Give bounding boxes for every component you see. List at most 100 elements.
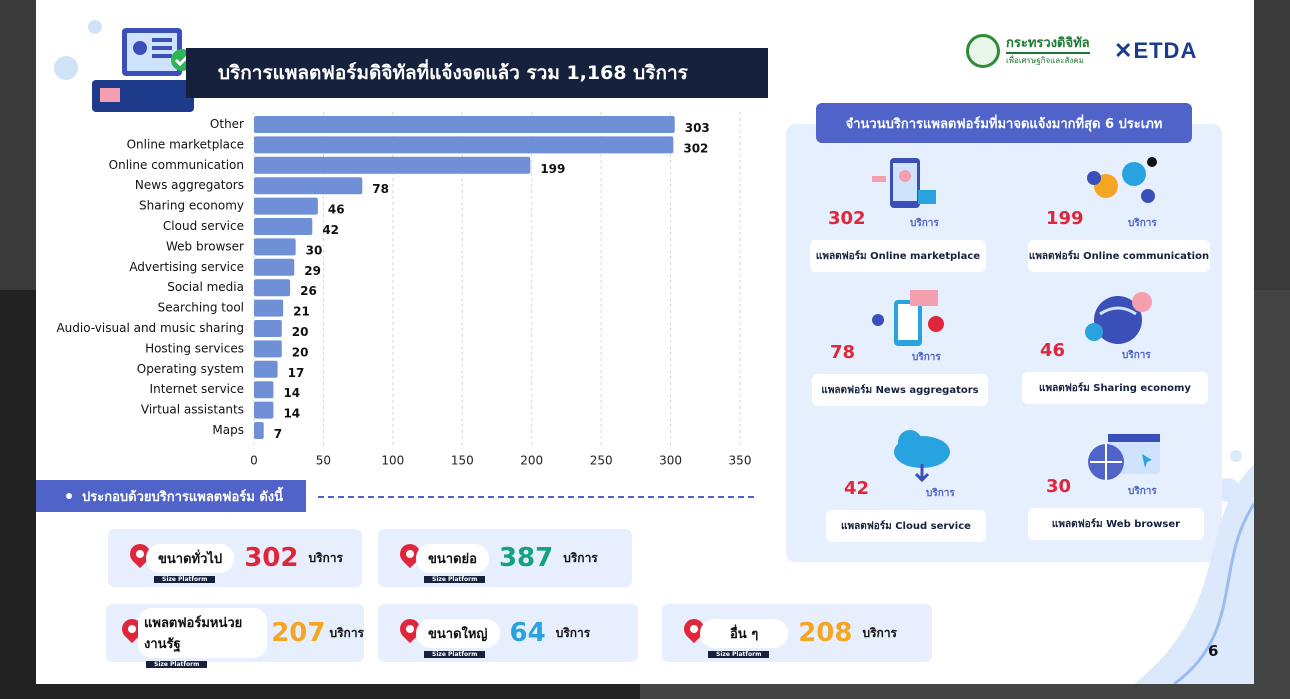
category-label: Sharing economy [139, 199, 244, 213]
globe-people-icon [1085, 292, 1152, 344]
value-label: 302 [683, 141, 708, 155]
location-pin-icon [130, 544, 150, 572]
stat-label: แพลตฟอร์มหน่วยงานรัฐ Size Platform [138, 608, 268, 668]
tile-online-marketplace: 302 บริการ แพลตฟอร์ม Online marketplace [810, 156, 1000, 286]
ministry-logo: กระทรวงดิจิทัล เพื่อเศรษฐกิจและสังคม [966, 34, 1090, 68]
tile-unit: บริการ [1128, 218, 1157, 229]
bar [254, 197, 318, 215]
cloud-icon [894, 430, 950, 483]
ministry-seal-icon [966, 34, 1000, 68]
category-label: Cloud service [163, 219, 244, 233]
category-label: Online communication [109, 158, 244, 172]
section-label: ประกอบด้วยบริการแพลตฟอร์ม ดังนี้ [82, 489, 284, 505]
value-label: 26 [300, 284, 317, 298]
location-pin-icon [400, 619, 420, 647]
stat-value: 64 [509, 618, 546, 648]
value-label: 14 [283, 386, 300, 400]
tile-unit: บริการ [910, 218, 939, 229]
stat-value: 302 [244, 543, 299, 573]
page-title: บริการแพลตฟอร์มดิจิทัลที่แจ้งจดแล้ว รวม … [186, 48, 768, 98]
stat-card-small: ขนาดย่อ Size Platform 387 บริการ [378, 529, 632, 587]
stat-value: 207 [271, 618, 326, 648]
category-label: Searching tool [158, 301, 244, 315]
tile-name: แพลตฟอร์ม Cloud service [826, 510, 986, 542]
tile-sharing-economy: 46 บริการ แพลตฟอร์ม Sharing economy [1022, 288, 1212, 418]
stat-card-large: ขนาดใหญ่ Size Platform 64 บริการ [378, 604, 638, 662]
value-label: 303 [685, 121, 710, 135]
x-tick-label: 100 [381, 453, 404, 467]
tile-name: แพลตฟอร์ม News aggregators [812, 374, 988, 406]
bar [254, 381, 274, 399]
bar [254, 401, 274, 419]
ministry-logo-subtext: เพื่อเศรษฐกิจและสังคม [1006, 55, 1084, 65]
computer-illustration-icon [92, 28, 194, 112]
panel-title: จำนวนบริการแพลตฟอร์มที่มาจดแจ้งมากที่สุด… [816, 103, 1192, 143]
news-icon [872, 290, 944, 346]
stat-label: ขนาดย่อ Size Platform [416, 543, 489, 583]
bar [254, 136, 674, 154]
x-tick-label: 350 [729, 453, 752, 467]
slide: บริการแพลตฟอร์มดิจิทัลที่แจ้งจดแล้ว รวม … [36, 0, 1254, 684]
decor-dot [54, 56, 78, 80]
location-pin-icon [400, 544, 420, 572]
social-icon [1087, 157, 1157, 203]
x-tick-label: 250 [590, 453, 613, 467]
bar [254, 156, 531, 174]
bar [254, 422, 264, 439]
tile-unit: บริการ [1122, 350, 1151, 361]
bar [254, 299, 284, 317]
stat-label: ขนาดใหญ่ Size Platform [416, 618, 500, 658]
ministry-logo-text: กระทรวงดิจิทัล [1006, 36, 1090, 54]
tile-online-communication: 199 บริการ แพลตฟอร์ม Online communicatio… [1028, 156, 1218, 286]
x-tick-label: 0 [250, 453, 258, 467]
tile-number: 78 [830, 342, 856, 363]
bar-chart: 0 50 100 150 200 250 300 350 Other 303 Online mark… [56, 112, 752, 467]
category-label: Maps [212, 423, 244, 437]
divider [318, 496, 754, 498]
stat-label: ขนาดทั่วไป Size Platform [146, 543, 235, 583]
shopping-icon [872, 158, 936, 208]
category-label: Virtual assistants [141, 403, 244, 417]
bar [254, 177, 363, 195]
stat-unit: บริการ [308, 550, 343, 565]
tile-name: แพลตฟอร์ม Online marketplace [810, 240, 986, 272]
stat-card-other: อื่น ๆ Size Platform 208 บริการ [662, 604, 932, 662]
value-label: 46 [328, 203, 345, 217]
decor-dot [1230, 450, 1242, 462]
value-label: 30 [306, 243, 323, 257]
value-label: 21 [293, 305, 310, 319]
stat-unit: บริการ [555, 625, 591, 640]
category-label: Internet service [150, 382, 244, 396]
value-label: 14 [283, 407, 300, 421]
x-tick-label: 50 [316, 453, 331, 467]
etda-logo: ✕ETDA [1114, 38, 1198, 63]
tile-unit: บริการ [926, 488, 955, 499]
x-tick-label: 200 [520, 453, 543, 467]
stat-value: 208 [798, 618, 853, 648]
decor-wave [1134, 464, 1254, 684]
x-tick-label: 150 [451, 453, 474, 467]
etda-logo-text: ETDA [1133, 38, 1198, 63]
value-label: 17 [288, 366, 305, 380]
tile-name: แพลตฟอร์ม Online communication [1028, 240, 1210, 272]
decor-dot [88, 20, 102, 34]
category-label: Social media [167, 280, 244, 294]
tile-name: แพลตฟอร์ม Sharing economy [1022, 372, 1208, 404]
tile-unit: บริการ [1128, 486, 1157, 497]
value-label: 20 [292, 325, 309, 339]
value-label: 42 [322, 223, 339, 237]
bar [254, 320, 282, 337]
value-label: 20 [292, 345, 309, 359]
tile-number: 199 [1046, 208, 1084, 229]
category-label: Audio-visual and music sharing [56, 321, 244, 335]
tile-cloud-service: 42 บริการ แพลตฟอร์ม Cloud service [826, 426, 1016, 556]
category-label: Advertising service [129, 260, 244, 274]
stat-unit: บริการ [329, 625, 364, 640]
tile-web-browser: 30 บริการ แพลตฟอร์ม Web browser [1028, 424, 1218, 554]
bar [254, 360, 278, 378]
tile-number: 30 [1046, 476, 1072, 497]
category-label: Online marketplace [127, 137, 244, 151]
stat-label: อื่น ๆ Size Platform [700, 618, 789, 658]
value-label: 29 [304, 264, 321, 278]
value-label: 78 [372, 182, 389, 196]
